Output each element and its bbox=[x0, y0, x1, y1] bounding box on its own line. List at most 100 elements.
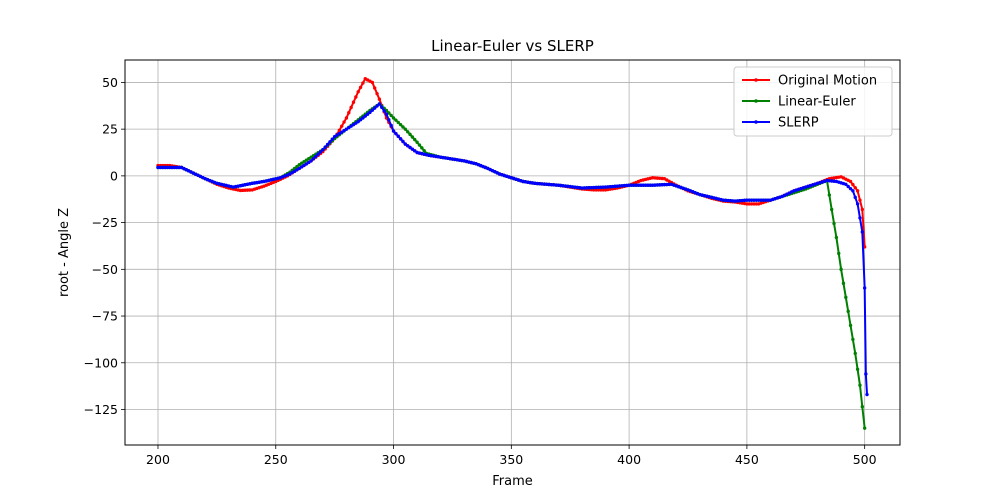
legend-swatch-marker bbox=[754, 99, 758, 103]
series-point bbox=[314, 154, 318, 159]
series-point bbox=[764, 198, 768, 202]
y-tick-label: −100 bbox=[84, 355, 118, 370]
series-point bbox=[844, 295, 848, 300]
series-point bbox=[311, 156, 316, 161]
series-point bbox=[848, 186, 853, 191]
series-point bbox=[325, 142, 330, 147]
series-point bbox=[410, 135, 415, 139]
series-point bbox=[342, 120, 346, 124]
series-point bbox=[328, 140, 332, 144]
series-point bbox=[834, 235, 839, 240]
series-point bbox=[394, 118, 398, 122]
series-point bbox=[627, 183, 631, 187]
series-point bbox=[356, 90, 360, 94]
series-point bbox=[848, 179, 853, 184]
series-point bbox=[855, 189, 860, 193]
chart-title: Linear-Euler vs SLERP bbox=[431, 37, 594, 55]
legend-label: SLERP bbox=[778, 116, 819, 131]
series-point bbox=[752, 198, 756, 202]
y-tick-label: −25 bbox=[92, 215, 118, 230]
series-point bbox=[756, 198, 761, 202]
series-point bbox=[160, 165, 165, 170]
series-point bbox=[864, 372, 868, 376]
series-point bbox=[754, 198, 759, 202]
series-point bbox=[156, 165, 160, 170]
series-point bbox=[365, 112, 370, 116]
series-layer bbox=[156, 76, 869, 430]
series-point bbox=[596, 188, 601, 192]
series-point bbox=[862, 286, 867, 290]
legend-label: Linear-Euler bbox=[778, 95, 856, 110]
x-tick-label: 350 bbox=[499, 452, 523, 467]
series-point bbox=[865, 392, 869, 397]
series-point bbox=[401, 139, 405, 144]
legend-swatch-marker bbox=[754, 120, 758, 124]
series-point bbox=[370, 108, 375, 112]
series-point bbox=[829, 207, 834, 212]
series-point bbox=[405, 130, 410, 134]
series-point bbox=[316, 152, 320, 156]
series-point bbox=[380, 105, 384, 110]
series-point bbox=[394, 131, 398, 136]
series-point bbox=[358, 118, 363, 122]
y-tick-label: 0 bbox=[110, 168, 118, 183]
series-point bbox=[165, 165, 170, 170]
series-point bbox=[851, 189, 855, 193]
series-point bbox=[361, 81, 365, 85]
series-point bbox=[408, 145, 412, 150]
series-point bbox=[373, 106, 377, 110]
series-point bbox=[398, 122, 403, 127]
series-point bbox=[377, 97, 382, 101]
x-tick-label: 200 bbox=[146, 452, 170, 467]
series-point bbox=[745, 198, 749, 202]
y-tick-label: −50 bbox=[92, 262, 118, 277]
y-tick-label: −125 bbox=[84, 402, 118, 417]
series-point bbox=[413, 149, 417, 153]
series-point bbox=[420, 146, 424, 150]
series-point bbox=[646, 183, 650, 187]
series-point bbox=[641, 183, 645, 187]
series-point bbox=[754, 202, 759, 206]
series-point bbox=[413, 137, 417, 142]
series-point bbox=[860, 207, 865, 212]
series-point bbox=[384, 112, 389, 116]
series-point bbox=[853, 195, 857, 200]
series-point bbox=[855, 367, 860, 372]
series-point bbox=[375, 104, 379, 108]
series-point bbox=[358, 85, 363, 90]
y-axis-ticks: 50 25 0 −25 −50 −75 −100 −125 bbox=[84, 75, 125, 417]
series-point bbox=[749, 202, 754, 206]
series-point bbox=[858, 383, 862, 387]
series-point bbox=[387, 118, 391, 122]
series-point bbox=[321, 148, 325, 152]
series-point bbox=[375, 91, 379, 96]
series-point bbox=[361, 116, 365, 120]
series-point bbox=[853, 351, 857, 356]
series-point bbox=[639, 183, 643, 187]
x-tick-label: 300 bbox=[382, 452, 406, 467]
series-point bbox=[354, 95, 358, 99]
series-point bbox=[747, 202, 751, 206]
legend-item: Linear-Euler bbox=[742, 95, 856, 110]
series-point bbox=[401, 125, 405, 129]
series-point bbox=[848, 323, 853, 328]
series-point bbox=[391, 116, 396, 120]
series-point bbox=[389, 113, 393, 118]
series-point bbox=[832, 221, 836, 226]
series-point bbox=[858, 216, 862, 220]
series-point bbox=[594, 188, 598, 192]
x-axis-label: Frame bbox=[492, 474, 533, 489]
series-point bbox=[841, 281, 846, 286]
series-point bbox=[377, 102, 382, 106]
series-point bbox=[172, 165, 177, 170]
series-point bbox=[855, 202, 860, 206]
series-slerp bbox=[156, 102, 869, 397]
series-point bbox=[634, 183, 638, 187]
series-point bbox=[170, 165, 174, 170]
series-point bbox=[309, 159, 313, 163]
series-point bbox=[318, 150, 323, 154]
series-point bbox=[163, 165, 167, 170]
plot-frame bbox=[124, 59, 901, 446]
legend-label: Original Motion bbox=[778, 74, 877, 89]
